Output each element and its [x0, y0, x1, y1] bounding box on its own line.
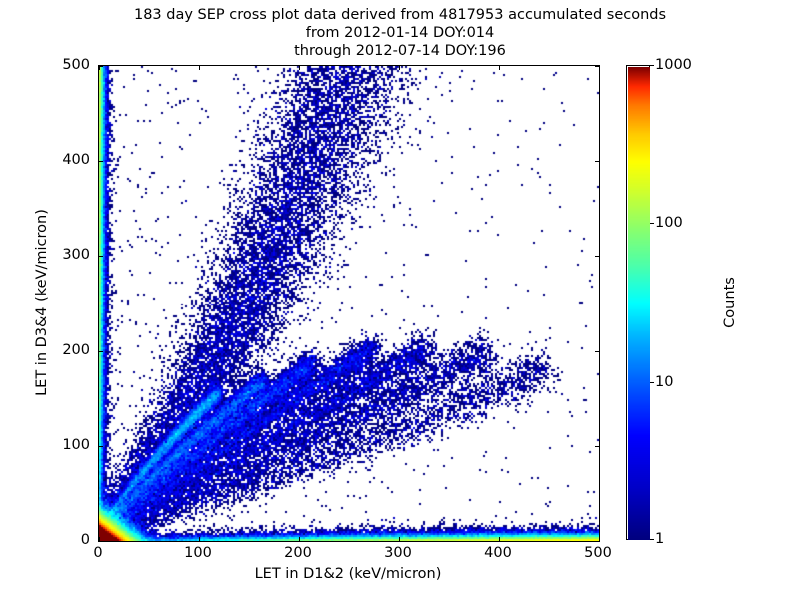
y-tick-label-100: 100	[62, 437, 90, 453]
plot-title: 183 day SEP cross plot data derived from…	[0, 6, 800, 60]
colorbar-label: Counts	[722, 277, 738, 328]
x-tick-200	[299, 537, 300, 541]
y-tick-400	[99, 161, 103, 162]
x-tick-400	[499, 537, 500, 541]
y-tick-label-200: 200	[62, 342, 90, 358]
x-tick-100	[199, 66, 200, 70]
x-tick-200	[299, 66, 300, 70]
x-tick-0	[99, 537, 100, 541]
x-tick-0	[99, 66, 100, 70]
y-tick-0	[99, 541, 103, 542]
colorbar-tick-label-100: 100	[655, 215, 683, 232]
plot-axes-frame	[98, 65, 600, 542]
x-tick-label-100: 100	[184, 545, 212, 561]
colorbar-tick-label-1000: 1000	[655, 57, 692, 73]
y-tick-label-0: 0	[80, 532, 90, 548]
colorbar	[626, 65, 654, 540]
x-tick-300	[399, 66, 400, 70]
y-tick-500	[595, 66, 599, 67]
colorbar-tick-10	[650, 381, 654, 383]
title-line-2: from 2012-01-14 DOY:014	[305, 25, 495, 41]
density-scatter-plot	[99, 66, 599, 541]
colorbar-gradient	[626, 65, 650, 540]
colorbar-tick-label-1: 1	[655, 531, 665, 547]
colorbar-tick-1	[650, 539, 654, 540]
y-axis-label: LET in D3&4 (keV/micron)	[34, 209, 50, 396]
x-tick-500	[599, 537, 600, 541]
x-axis-label: LET in D1&2 (keV/micron)	[254, 566, 442, 582]
y-tick-label-300: 300	[62, 247, 90, 263]
x-tick-label-300: 300	[384, 545, 412, 561]
y-tick-300	[595, 256, 599, 257]
y-tick-200	[595, 351, 599, 352]
colorbar-tick-1000	[650, 65, 654, 66]
x-tick-100	[199, 537, 200, 541]
x-tick-label-500: 500	[584, 545, 612, 561]
colorbar-ramp	[628, 67, 650, 540]
y-tick-label-500: 500	[62, 57, 90, 73]
x-tick-label-400: 400	[484, 545, 512, 561]
title-line-1: 183 day SEP cross plot data derived from…	[133, 7, 667, 23]
y-tick-100	[595, 446, 599, 447]
x-tick-label-0: 0	[93, 545, 103, 561]
x-tick-500	[599, 66, 600, 70]
y-tick-200	[99, 351, 103, 352]
title-line-3: through 2012-07-14 DOY:196	[294, 43, 506, 59]
y-tick-300	[99, 256, 103, 257]
y-tick-0	[595, 541, 599, 542]
colorbar-tick-100	[650, 223, 654, 225]
x-tick-300	[399, 537, 400, 541]
y-tick-400	[595, 161, 599, 162]
x-tick-400	[499, 66, 500, 70]
y-tick-label-400: 400	[62, 152, 90, 168]
x-tick-label-200: 200	[284, 545, 312, 561]
colorbar-tick-label-10: 10	[655, 373, 674, 390]
y-tick-100	[99, 446, 103, 447]
y-tick-500	[99, 66, 103, 67]
